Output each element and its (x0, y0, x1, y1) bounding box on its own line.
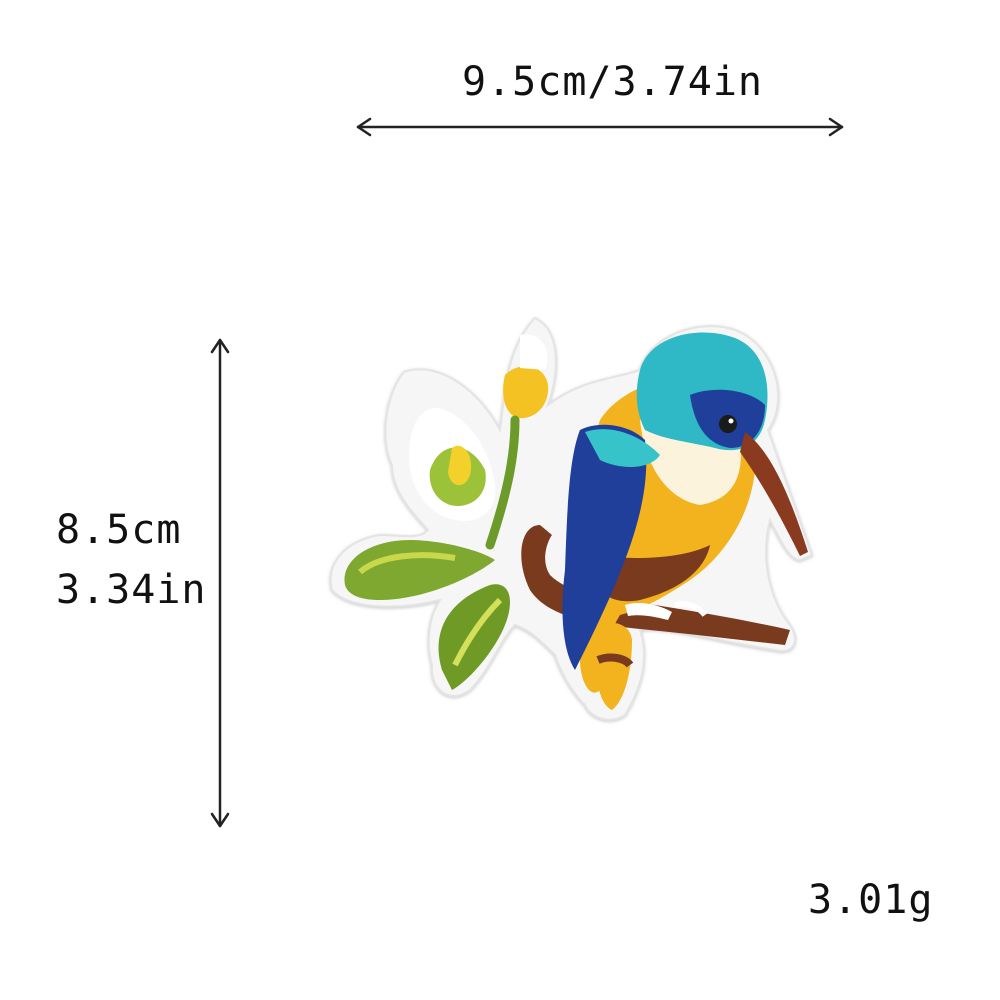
weight-label: 3.01g (808, 877, 934, 923)
height-measurement-in: 3.34in (56, 567, 207, 613)
width-arrow-left-head (356, 117, 372, 137)
height-arrow-top-head (210, 338, 230, 354)
height-arrow-bottom-head (210, 812, 230, 828)
width-arrow-right-head (828, 117, 844, 137)
width-measurement: 9.5cm/3.74in (462, 59, 763, 105)
height-measurement-cm: 8.5cm (56, 507, 182, 553)
